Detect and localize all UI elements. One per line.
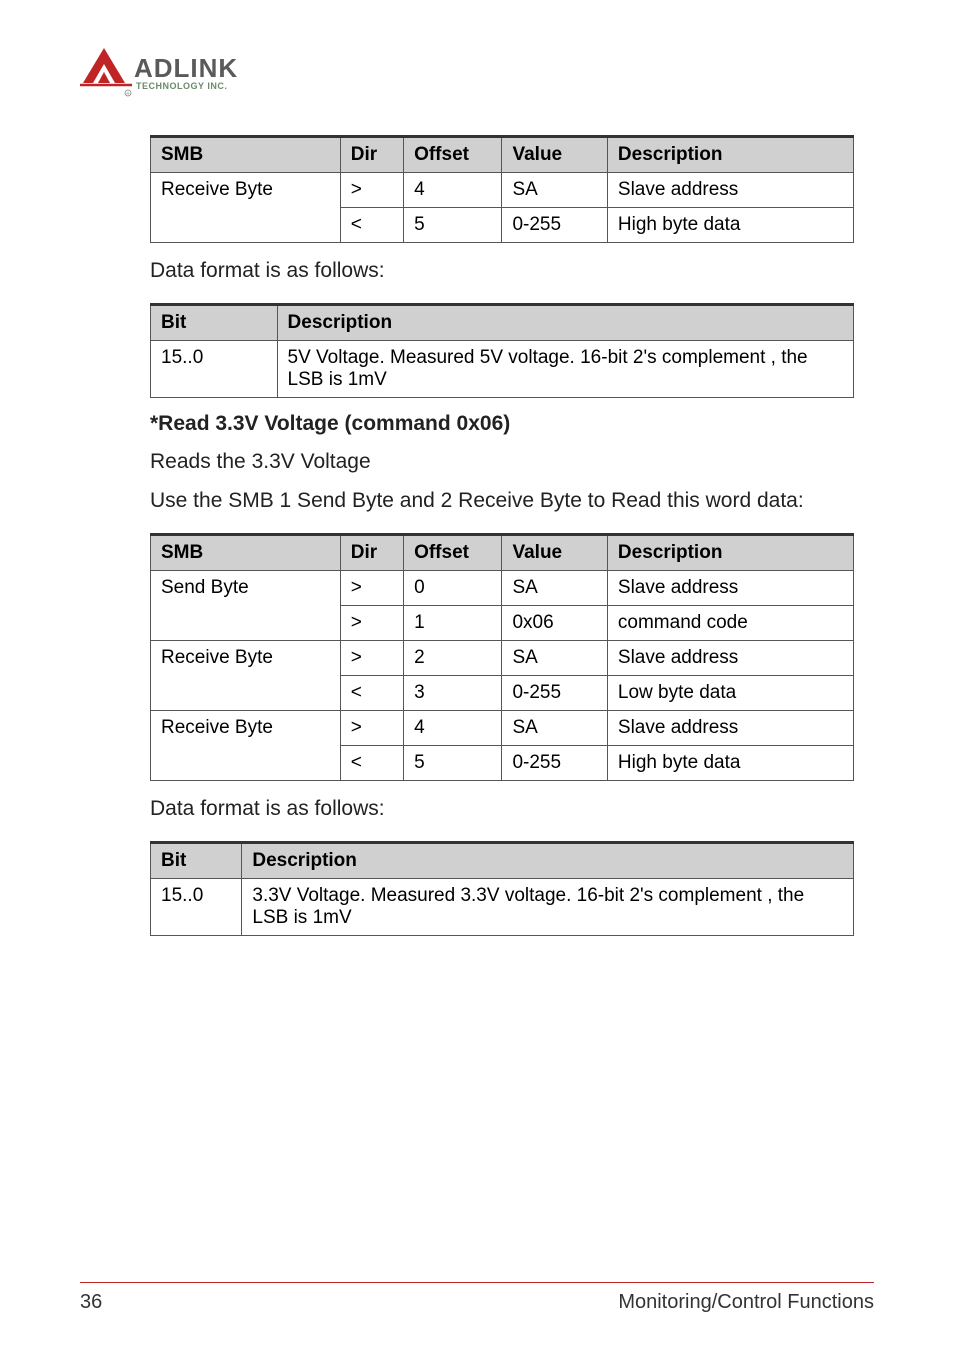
data-format-label-1: Data format is as follows: <box>150 257 854 285</box>
cell: Send Byte <box>151 571 341 641</box>
cell: > <box>340 606 403 641</box>
th-description: Description <box>242 843 854 879</box>
cell: 2 <box>404 641 502 676</box>
table-row: Receive Byte > 4 SA Slave address <box>151 711 854 746</box>
use-smb-label: Use the SMB 1 Send Byte and 2 Receive By… <box>150 487 854 515</box>
th-value: Value <box>502 137 607 173</box>
cell: High byte data <box>607 746 853 781</box>
cell: 5V Voltage. Measured 5V voltage. 16-bit … <box>277 341 853 398</box>
th-description: Description <box>277 305 853 341</box>
th-smb: SMB <box>151 137 341 173</box>
read-3v3-heading: *Read 3.3V Voltage (command 0x06) <box>150 412 854 436</box>
adlink-logo: ADLINK TECHNOLOGY INC. R <box>80 45 874 100</box>
cell: 0-255 <box>502 676 607 711</box>
data-format-label-2: Data format is as follows: <box>150 795 854 823</box>
cell: 4 <box>404 173 502 208</box>
page-content: SMB Dir Offset Value Description Receive… <box>80 135 874 1282</box>
cell: SA <box>502 641 607 676</box>
table-row: Send Byte > 0 SA Slave address <box>151 571 854 606</box>
table-row: Receive Byte > 4 SA Slave address <box>151 173 854 208</box>
cell: 15..0 <box>151 879 242 936</box>
logo-subtext: TECHNOLOGY INC. <box>136 81 227 91</box>
cell: Receive Byte <box>151 711 341 781</box>
table-header-row: SMB Dir Offset Value Description <box>151 137 854 173</box>
th-description: Description <box>607 535 853 571</box>
cell: Slave address <box>607 571 853 606</box>
th-description: Description <box>607 137 853 173</box>
th-value: Value <box>502 535 607 571</box>
cell: 3.3V Voltage. Measured 3.3V voltage. 16-… <box>242 879 854 936</box>
cell: SA <box>502 571 607 606</box>
cell: Slave address <box>607 173 853 208</box>
cell: 5 <box>404 746 502 781</box>
table-row: 15..0 5V Voltage. Measured 5V voltage. 1… <box>151 341 854 398</box>
cell: < <box>340 676 403 711</box>
cell: 0-255 <box>502 746 607 781</box>
table-bit-2: Bit Description 15..0 3.3V Voltage. Meas… <box>150 841 854 936</box>
cell: command code <box>607 606 853 641</box>
cell: 4 <box>404 711 502 746</box>
footer-title: Monitoring/Control Functions <box>618 1291 874 1314</box>
table-row: Receive Byte > 2 SA Slave address <box>151 641 854 676</box>
table-row: 15..0 3.3V Voltage. Measured 3.3V voltag… <box>151 879 854 936</box>
cell: SA <box>502 711 607 746</box>
th-offset: Offset <box>404 535 502 571</box>
table-bit-1: Bit Description 15..0 5V Voltage. Measur… <box>150 303 854 398</box>
cell: < <box>340 746 403 781</box>
cell: Receive Byte <box>151 173 341 243</box>
cell: 15..0 <box>151 341 278 398</box>
page-footer: 36 Monitoring/Control Functions <box>80 1282 874 1314</box>
th-bit: Bit <box>151 843 242 879</box>
cell: > <box>340 571 403 606</box>
table-smb-1: SMB Dir Offset Value Description Receive… <box>150 135 854 243</box>
table-header-row: SMB Dir Offset Value Description <box>151 535 854 571</box>
th-dir: Dir <box>340 535 403 571</box>
cell: 0 <box>404 571 502 606</box>
logo-text: ADLINK <box>134 53 238 83</box>
cell: SA <box>502 173 607 208</box>
cell: 0x06 <box>502 606 607 641</box>
cell: < <box>340 208 403 243</box>
table-header-row: Bit Description <box>151 843 854 879</box>
cell: > <box>340 641 403 676</box>
reads-3v3-label: Reads the 3.3V Voltage <box>150 448 854 476</box>
cell: Slave address <box>607 711 853 746</box>
cell: > <box>340 711 403 746</box>
cell: Slave address <box>607 641 853 676</box>
cell: Receive Byte <box>151 641 341 711</box>
th-bit: Bit <box>151 305 278 341</box>
cell: 0-255 <box>502 208 607 243</box>
cell: 3 <box>404 676 502 711</box>
table-header-row: Bit Description <box>151 305 854 341</box>
page-number: 36 <box>80 1291 102 1314</box>
th-offset: Offset <box>404 137 502 173</box>
cell: High byte data <box>607 208 853 243</box>
cell: 5 <box>404 208 502 243</box>
table-smb-2: SMB Dir Offset Value Description Send By… <box>150 533 854 781</box>
th-dir: Dir <box>340 137 403 173</box>
cell: Low byte data <box>607 676 853 711</box>
cell: 1 <box>404 606 502 641</box>
cell: > <box>340 173 403 208</box>
th-smb: SMB <box>151 535 341 571</box>
